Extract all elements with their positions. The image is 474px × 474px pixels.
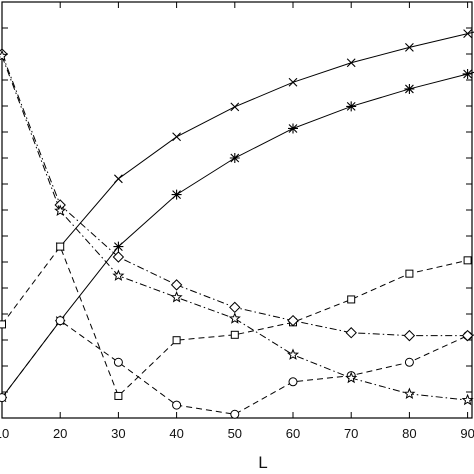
x-tick-label: 50 [228,426,242,441]
diamond-marker [287,314,299,327]
circle-marker [288,377,298,387]
x-tick-label: 20 [53,426,67,441]
x-tick-label: 60 [286,426,300,441]
square-marker [172,336,181,345]
asterisk-marker [171,189,182,200]
series-line-asterisk [1,71,474,398]
x-marker [114,174,123,184]
series-line-square [1,245,474,397]
x-tick-label: 70 [344,426,358,441]
asterisk-marker [346,101,357,112]
asterisk-marker [113,241,124,252]
circle-marker [230,409,240,419]
x-marker [230,102,240,112]
series-star [0,49,474,406]
series-diamond [0,48,474,342]
square-marker [230,330,239,339]
star-marker [54,204,67,216]
x-tick-label: 10 [0,426,9,441]
circle-marker [404,357,414,367]
asterisk-marker [229,153,240,163]
x-tick-label: 90 [460,426,474,441]
x-tick-label: 30 [111,426,125,441]
series-x [55,29,474,251]
star-marker [403,387,416,400]
star-marker [112,269,125,281]
star-marker [228,312,241,324]
series-line-circle [1,319,474,415]
series-layer [0,29,474,419]
diamond-marker [170,279,183,291]
square-marker [114,391,123,400]
axis-ticks [1,2,472,419]
star-marker [170,291,183,303]
square-marker [56,242,65,251]
plot-area-frame [1,1,473,419]
asterisk-marker [462,68,473,79]
x-tick-label: 80 [402,426,416,441]
circle-marker [0,393,7,403]
x-marker [463,29,472,39]
x-marker [288,77,298,87]
x-marker [405,42,414,52]
x-marker [346,58,356,68]
star-marker [0,49,9,62]
circle-marker [113,357,123,367]
x-marker [172,132,181,142]
series-line-x [59,31,474,247]
plot-frame [1,1,473,419]
series-line-star [1,55,474,401]
diamond-marker [461,329,474,342]
diamond-marker [112,251,125,263]
series-asterisk [0,68,474,403]
star-marker [461,393,474,406]
asterisk-marker [404,83,415,94]
square-marker [405,269,414,278]
x-tick-labels: 10 20 30 40 50 60 70 80 90 [0,426,474,441]
diamond-marker [403,329,416,342]
diamond-marker [345,327,357,339]
asterisk-marker [288,123,298,134]
x-axis-label: L [258,453,267,472]
star-marker [286,348,300,360]
x-tick-label: 40 [169,426,183,441]
diamond-marker [229,301,241,314]
circle-marker [55,316,65,326]
circle-marker [172,400,182,410]
series-line-diamond [1,53,474,337]
square-marker [347,295,356,304]
star-marker [345,371,358,384]
square-marker [0,320,6,329]
square-marker [463,256,472,265]
